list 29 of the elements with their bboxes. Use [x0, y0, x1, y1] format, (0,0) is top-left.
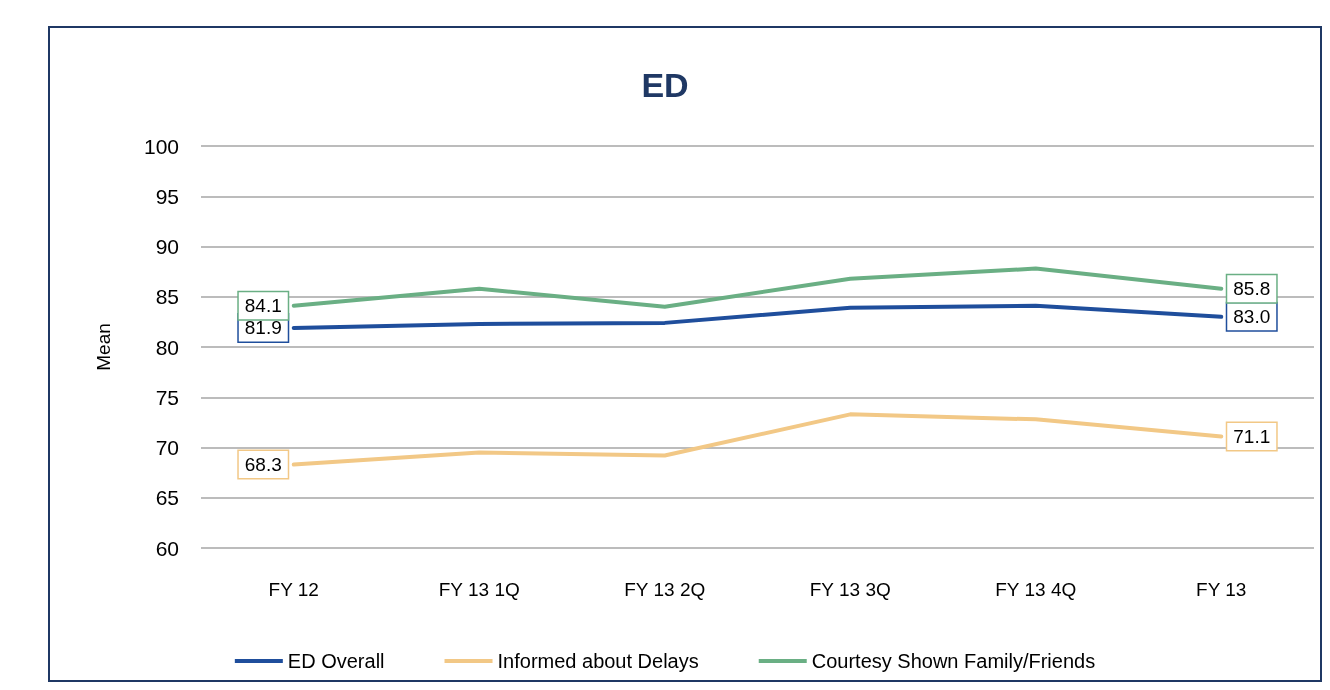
y-tick-label: 65	[155, 486, 179, 510]
y-tick-label: 95	[155, 184, 179, 208]
line-series	[291, 412, 1224, 467]
line-series	[291, 303, 1224, 330]
x-tick-label: FY 12	[268, 579, 319, 600]
y-tick-label: 60	[155, 536, 179, 560]
y-tick-label: 85	[155, 285, 179, 309]
x-tick-label: FY 13 3Q	[809, 579, 891, 600]
line-series	[291, 266, 1224, 309]
y-tick-label: 90	[155, 235, 179, 258]
data-label: 83.0	[1233, 306, 1271, 328]
x-tick-label: FY 13 2Q	[624, 579, 706, 600]
y-tick-label: 75	[155, 385, 179, 409]
legend-label: Informed about Delays	[497, 650, 699, 672]
data-label: 84.1	[244, 295, 282, 317]
chart-title: ED	[641, 66, 689, 104]
y-tick-label: 100	[143, 134, 179, 158]
y-tick-label: 80	[155, 335, 179, 359]
y-tick-label: 70	[155, 436, 179, 459]
x-tick-label: FY 13 4Q	[995, 579, 1077, 600]
y-axis-title: Mean	[93, 323, 114, 371]
data-label: 81.9	[244, 317, 282, 339]
data-label: 85.8	[1233, 278, 1271, 300]
data-label: 71.1	[1233, 425, 1271, 447]
x-tick-label: FY 13 1Q	[438, 579, 520, 600]
x-tick-label: FY 13	[1196, 579, 1247, 600]
data-label: 68.3	[244, 454, 282, 476]
legend-label: Courtesy Shown Family/Friends	[811, 650, 1096, 672]
legend-label: ED Overall	[287, 650, 385, 672]
